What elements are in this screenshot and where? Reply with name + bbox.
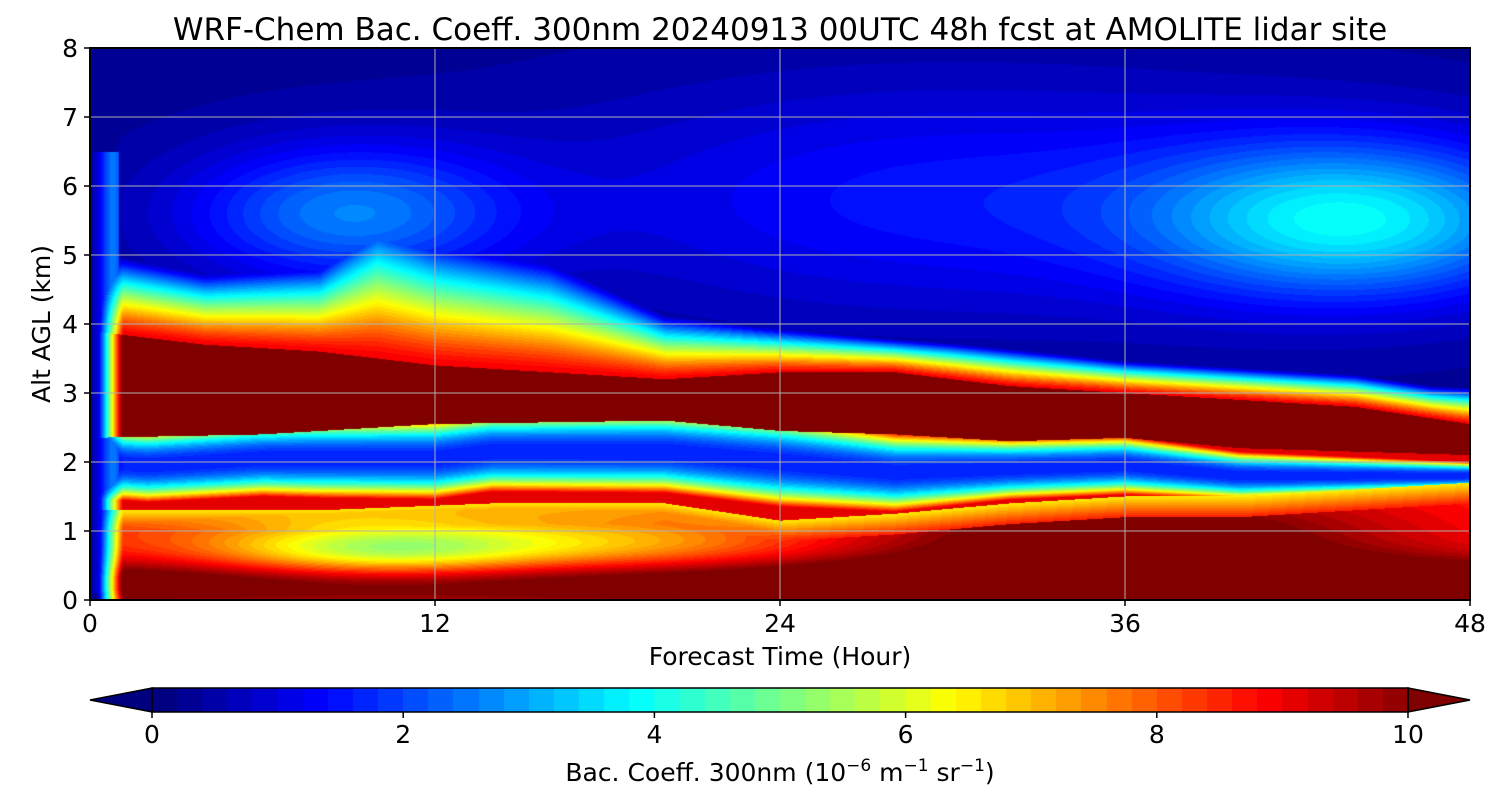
x-tick-label: 48 (1454, 609, 1486, 638)
colorbar-label: Bac. Coeff. 300nm (10−6 m−1 sr−1) (565, 756, 994, 787)
colorbar: 0 2 4 6 8 10 Bac. Coeff. 300nm (10−6 m−1 sr−1… (89, 687, 1471, 787)
y-tick-label: 7 (62, 103, 78, 132)
colorbar-extend-min (89, 687, 153, 713)
colorbar-tick-label: 8 (1149, 720, 1165, 749)
y-tick-label: 5 (62, 241, 78, 270)
y-tick-label: 8 (62, 34, 78, 63)
colorbar-tick-label: 4 (646, 720, 662, 749)
colorbar-tick-label: 6 (898, 720, 914, 749)
colorbar-tick-label: 10 (1392, 720, 1424, 749)
x-axis: 0 12 24 36 48 (82, 600, 1486, 638)
y-tick-label: 4 (62, 310, 78, 339)
colorbar-frame (151, 687, 1409, 713)
x-tick-label: 36 (1109, 609, 1141, 638)
colorbar-gradient (152, 688, 1408, 712)
y-tick-label: 2 (62, 448, 78, 477)
colorbar-tick-label: 2 (395, 720, 411, 749)
y-tick-label: 6 (62, 172, 78, 201)
plot-area (89, 47, 1471, 601)
y-axis-label: Alt AGL (km) (27, 245, 56, 403)
colorbar-extend-max (1407, 687, 1471, 713)
colorbar-ticks: 0 2 4 6 8 10 (144, 712, 1424, 749)
y-axis: 0 1 2 3 4 5 6 7 8 (62, 34, 90, 615)
x-tick-label: 0 (82, 609, 98, 638)
colorbar-tick-label: 0 (144, 720, 160, 749)
chart-title: WRF-Chem Bac. Coeff. 300nm 20240913 00UT… (173, 12, 1387, 48)
y-tick-label: 1 (62, 517, 78, 546)
y-tick-label: 0 (62, 586, 78, 615)
x-axis-label: Forecast Time (Hour) (649, 642, 912, 671)
x-tick-label: 24 (764, 609, 796, 638)
y-tick-label: 3 (62, 379, 78, 408)
x-tick-label: 12 (419, 609, 451, 638)
